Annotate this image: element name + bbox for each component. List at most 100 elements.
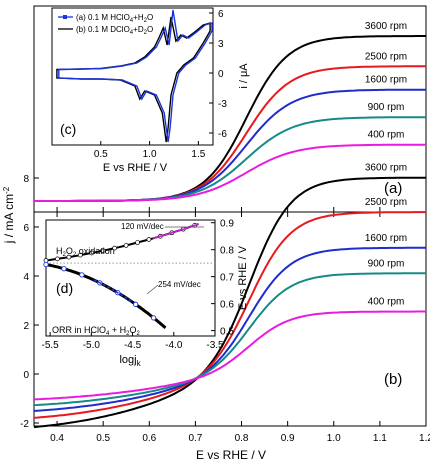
panel-b-series-line <box>33 211 426 419</box>
inset-c-curve-b <box>56 16 211 143</box>
inset-d-xtick-label: -4.0 <box>165 340 183 351</box>
inset-d-ytick-label: 0.6 <box>220 300 234 311</box>
main-xtick-label: 0.7 <box>188 433 202 444</box>
main-ytick-label: 6 <box>23 223 29 234</box>
inset-d-upper-marker <box>55 256 60 262</box>
main-xtick-label: 0.9 <box>281 433 295 444</box>
inset-c-ytick-label: 0 <box>218 69 224 80</box>
inset-d-ticks: -5.5 -5.0 -4.5 -4.0 -3.5 0.5 0.6 0.7 0.8 0.9 <box>42 219 235 351</box>
inset-c-legend: (a) 0.1 M HClO4+H2O (b) 0.1 M DClO4+D2O <box>58 13 153 36</box>
inset-c-frame <box>51 7 214 146</box>
panel-a-series-line <box>34 143 426 202</box>
main-ytick-label: 8 <box>23 174 29 185</box>
inset-d-frame <box>45 219 216 337</box>
panel-b-rpm-label: 900 rpm <box>368 258 405 269</box>
inset-d-xtick-label: -5.0 <box>83 340 101 351</box>
inset-d-upper-marker <box>123 243 129 248</box>
panel-b-series-line <box>33 310 426 401</box>
inset-c-xtick-label: 0.5 <box>94 149 108 160</box>
inset-c-xtick-label: 1.5 <box>191 149 205 160</box>
panel-a-rpm-label: 2500 rpm <box>365 51 407 62</box>
inset-d-lower-marker <box>150 315 157 321</box>
inset-d-xtick-label: -4.5 <box>124 340 142 351</box>
panel-b-label: (b) <box>384 371 402 388</box>
inset-d-upper-marker <box>135 240 140 245</box>
inset-c-xlabel: E vs RHE / V <box>103 162 168 174</box>
inset-c-ytick-label: 6 <box>218 9 224 20</box>
panel-b-series-line <box>33 176 426 429</box>
panel-b-rpm-label: 400 rpm <box>368 297 405 308</box>
inset-d-xtick-label: -3.5 <box>206 340 224 351</box>
main-ytick-label: -2 <box>20 419 29 430</box>
inset-d: -5.5 -5.0 -4.5 -4.0 -3.50.50.60.70.80.9 (d) … <box>42 219 249 368</box>
inset-d-lower-marker <box>133 301 139 307</box>
panel-a-rpm-label: 3600 rpm <box>365 21 407 32</box>
legend-a-marker <box>63 15 67 19</box>
main-ytick-label: 4 <box>23 272 29 283</box>
inset-d-data <box>43 223 215 330</box>
panel-b-curves <box>33 176 426 429</box>
main-ytick-label: 0 <box>23 370 29 381</box>
inset-c-curve-a <box>58 9 213 143</box>
y-axis-label-main: j / mA cm <box>2 194 16 244</box>
inset-d-lower-marker <box>61 266 67 272</box>
inset-d-label: (d) <box>56 280 73 296</box>
panel-b-rpm-label: 3600 rpm <box>365 163 407 174</box>
inset-d-upper-marker <box>89 250 95 256</box>
inset-d-ytick-label: 0.7 <box>220 273 234 284</box>
panel-b-series-line <box>33 246 426 412</box>
inset-c-xtick-label: 1.0 <box>143 149 157 160</box>
inset-d-ylabel: E vs RHE / V <box>237 245 249 310</box>
y-axis-label-sup: -2 <box>2 186 11 194</box>
panel-b-rpm-label: 2500 rpm <box>365 197 407 208</box>
inset-c-ytick-label: -6 <box>218 129 227 140</box>
main-ytick-labels: -2 0 2 4 6 8 <box>20 174 29 430</box>
main-xtick-label: 0.8 <box>235 433 249 444</box>
inset-d-upper-marker <box>100 248 106 253</box>
inset-d-upper-marker <box>112 245 117 251</box>
main-xtick-label: 0.4 <box>50 433 64 444</box>
inset-d-ytick-label: 0.9 <box>220 219 234 230</box>
slope-254-label: 254 mV/dec <box>158 280 201 289</box>
main-xtick-label: 0.6 <box>142 433 156 444</box>
inset-d-ytick-label: 0.5 <box>220 327 234 338</box>
inset-d-slope-254-fit <box>93 279 134 303</box>
inset-c-ytick-label: 3 <box>218 39 224 50</box>
inset-c-ytick-label: -3 <box>218 99 227 110</box>
inset-d-upper-marker <box>77 252 83 258</box>
inset-d-ytick-label: 0.8 <box>220 246 234 257</box>
inset-c-ylabel: i / μA <box>238 63 250 89</box>
legend-b-text: (b) 0.1 M DClO4+D2O <box>76 25 153 36</box>
inset-c: 0.5 1.0 1.5 -6 -3 0 3 6 (a) 0.1 M HClO4+H2O (b)… <box>51 7 250 174</box>
inset-d-xlabel: logjk <box>119 354 141 368</box>
rpm-labels: 3600 rpm 2500 rpm 1600 rpm 900 rpm 400 rpm 36… <box>365 21 407 308</box>
inset-c-curves <box>56 9 213 143</box>
legend-a-text: (a) 0.1 M HClO4+H2O <box>76 13 153 24</box>
main-xtick-label: 1.2 <box>419 433 430 444</box>
main-xtick-label: 1.0 <box>327 433 341 444</box>
main-xtick-label: 1.1 <box>373 433 387 444</box>
h2o2-oxidation-text: H2O2 oxidation <box>56 246 115 258</box>
slope-120-label: 120 mV/dec <box>121 222 164 231</box>
inset-d-lower-marker <box>79 272 85 278</box>
panel-b-rpm-label: 1600 rpm <box>365 233 407 244</box>
panel-a-rpm-label: 1600 rpm <box>365 75 407 86</box>
x-axis-label: E vs RHE / V <box>196 448 266 462</box>
inset-c-ticks: 0.5 1.0 1.5 -6 -3 0 3 6 <box>94 9 227 160</box>
panel-a-label: (a) <box>384 180 402 197</box>
orr-text: ORR in HClO4 + H2O2 <box>52 325 140 337</box>
main-ytick-label: 2 <box>23 321 29 332</box>
panel-a-rpm-label: 400 rpm <box>368 130 405 141</box>
main-xtick-label: 0.5 <box>96 433 110 444</box>
inset-c-label: (c) <box>60 121 76 137</box>
y-axis-label: j / mA cm-2 <box>2 186 16 244</box>
panel-a-rpm-label: 900 rpm <box>368 102 405 113</box>
panel-a-curves <box>34 35 426 202</box>
inset-d-slope-254-pointer <box>146 284 159 295</box>
inset-d-lower-marker <box>43 261 49 268</box>
inset-d-upper-marker <box>66 254 72 260</box>
inset-d-xtick-label: -5.5 <box>42 340 60 351</box>
inset-d-upper-marker <box>146 237 152 242</box>
panel-b-series-line <box>33 272 426 407</box>
